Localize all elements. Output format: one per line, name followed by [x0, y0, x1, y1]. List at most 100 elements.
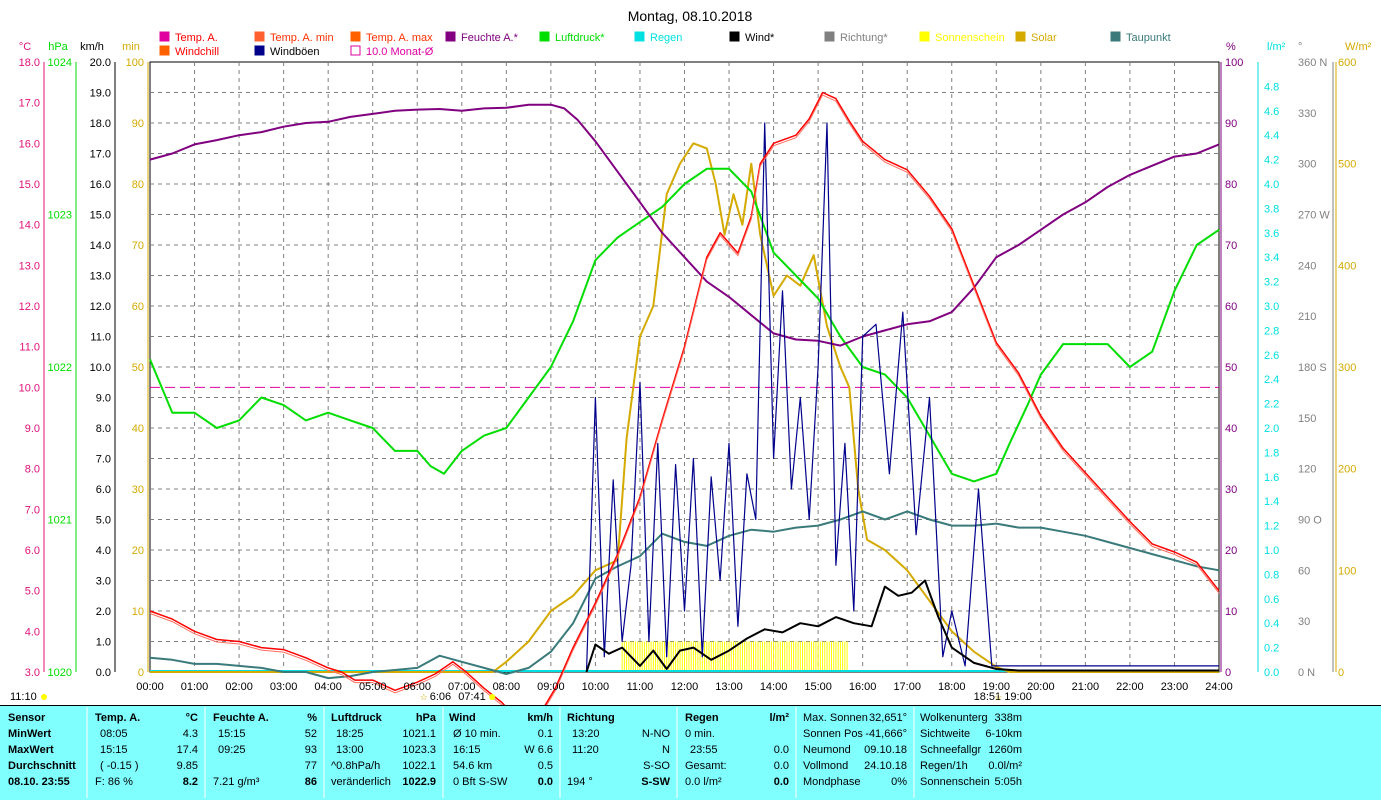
x-tick-label: 12:00	[671, 681, 699, 693]
wind-current: 0.0	[538, 776, 553, 788]
legend-swatch	[159, 45, 170, 56]
current-timestamp: 08.10. 23:55	[8, 776, 70, 788]
rain-tick-label: 1.4	[1264, 496, 1279, 508]
legend-label: Temp. A. max	[366, 32, 433, 44]
x-tick-label: 02:00	[225, 681, 253, 693]
rain-tick-label: 0.6	[1264, 594, 1279, 606]
row-avg-label: Durchschnitt	[8, 760, 76, 772]
legend-swatch	[445, 31, 456, 42]
legend-label: Windböen	[270, 46, 320, 58]
sunrise-time: 07:41	[458, 691, 486, 703]
legend-label: Solar	[1031, 32, 1057, 44]
x-tick-label: 15:00	[804, 681, 832, 693]
wind-tick-label: 11.0	[90, 332, 111, 344]
misc-label-0: Wolkenunterg	[920, 712, 988, 724]
humidity-tick-label: 10	[1225, 606, 1237, 618]
rain-r2-label: 23:55	[690, 744, 718, 756]
misc-value-2: 1260m	[988, 744, 1022, 756]
direction-r2: N	[662, 744, 670, 756]
humidity-header: Feuchte A.	[213, 712, 269, 724]
rain-current: 0.0	[774, 776, 789, 788]
legend-swatch	[634, 31, 645, 42]
rain-r2: 0.0	[774, 744, 789, 756]
x-tick-label: 19:00	[983, 681, 1011, 693]
sunmin-tick-label: 10	[132, 606, 144, 618]
temp-current: 8.2	[183, 776, 198, 788]
temp-tick-label: 14.0	[19, 220, 40, 232]
humidity-tick-label: 80	[1225, 179, 1237, 191]
rain-tick-label: 3.6	[1264, 228, 1279, 240]
x-tick-label: 13:00	[715, 681, 743, 693]
dawn-time: 6:06	[430, 691, 451, 703]
temp-tick-label: 3.0	[25, 667, 40, 679]
wind-tick-label: 8.0	[96, 423, 111, 435]
misc-label-1: Sichtweite	[920, 728, 970, 740]
rain-unit: l/m²	[769, 712, 789, 724]
sunmin-tick-label: 60	[132, 301, 144, 313]
sun-value-0: 32,651°	[869, 712, 907, 724]
misc-value-1: 6-10km	[985, 728, 1022, 740]
misc-value-4: 5:05h	[994, 776, 1022, 788]
legend-label: Sonnenschein	[935, 32, 1005, 44]
rain-r1-label: 0 min.	[685, 728, 715, 740]
wind-r1: 0.1	[538, 728, 553, 740]
wind-r3: 0.5	[538, 760, 553, 772]
series-luftdruck	[149, 167, 1220, 483]
rain-tick-label: 2.8	[1264, 325, 1279, 337]
legend-label: Regen	[650, 32, 682, 44]
legend-swatch	[254, 45, 265, 56]
sun-icon	[41, 694, 47, 700]
direction-tick-label: 270 W	[1298, 210, 1330, 222]
direction-axis-label: °	[1298, 41, 1302, 53]
rain-r3-label: Gesamt:	[685, 760, 727, 772]
direction-tick-label: 240	[1298, 260, 1316, 272]
x-tick-label: 09:00	[537, 681, 565, 693]
humidity-avg: 77	[305, 760, 317, 772]
solar-tick-label: 500	[1338, 159, 1356, 171]
x-tick-label: 16:00	[849, 681, 877, 693]
legend-label: Luftdruck*	[555, 32, 605, 44]
temp-min: 4.3	[183, 728, 198, 740]
direction-r3: S-SO	[643, 760, 670, 772]
wind-tick-label: 15.0	[90, 210, 111, 222]
row-max-label: MaxWert	[8, 744, 54, 756]
wind-tick-label: 3.0	[96, 576, 111, 588]
sun-value-2: 09.10.18	[864, 744, 907, 756]
humidity-tick-label: 0	[1225, 667, 1231, 679]
direction-current: S-SW	[641, 776, 670, 788]
rain-footer-label: 0.0 l/m²	[685, 776, 722, 788]
temp-tick-label: 18.0	[19, 57, 40, 69]
sunmin-tick-label: 40	[132, 423, 144, 435]
legend-label: Temp. A.	[175, 32, 218, 44]
rain-tick-label: 1.8	[1264, 447, 1279, 459]
legend-swatch	[539, 31, 550, 42]
direction-tick-label: 120	[1298, 464, 1316, 476]
wind-tick-label: 6.0	[96, 484, 111, 496]
wind-r1-label: Ø 10 min.	[453, 728, 501, 740]
timeline-current-time: 11:10	[10, 691, 37, 703]
temp-unit: °C	[186, 712, 198, 724]
humidity-tick-label: 40	[1225, 423, 1237, 435]
weather-chart: Montag, 08.10.2018 Temp. A. Temp. A. min T…	[10, 8, 1372, 705]
sunmin-tick-label: 100	[126, 57, 144, 69]
sensor-header: Sensor	[8, 712, 46, 724]
dawn-marker: ☆	[420, 692, 428, 702]
x-tick-label: 24:00	[1205, 681, 1233, 693]
sunmin-tick-label: 50	[132, 362, 144, 374]
x-tick-label: 08:00	[493, 681, 521, 693]
legend-label: Feuchte A.*	[461, 32, 519, 44]
right-axes: % 0 10 20 30 40 50 60 70 80 90 100 l/m² 0.0 0.2 0.4 0.6 0…	[1220, 41, 1372, 679]
legend-label: Taupunkt	[1126, 32, 1171, 44]
legend-swatch	[159, 31, 170, 42]
series-windchill	[149, 94, 1220, 705]
humidity-tick-label: 70	[1225, 240, 1237, 252]
dusk-marker: ☆	[994, 692, 1002, 702]
pressure-max-time: 13:00	[336, 744, 364, 756]
rain-tick-label: 2.0	[1264, 423, 1279, 435]
rain-tick-label: 0.4	[1264, 618, 1279, 630]
wind-tick-label: 4.0	[96, 545, 111, 557]
x-tick-label: 00:00	[136, 681, 164, 693]
legend-swatch	[350, 31, 361, 42]
humidity-footer-label: 7.21 g/m³	[213, 776, 260, 788]
pressure-current: 1022.9	[402, 776, 436, 788]
